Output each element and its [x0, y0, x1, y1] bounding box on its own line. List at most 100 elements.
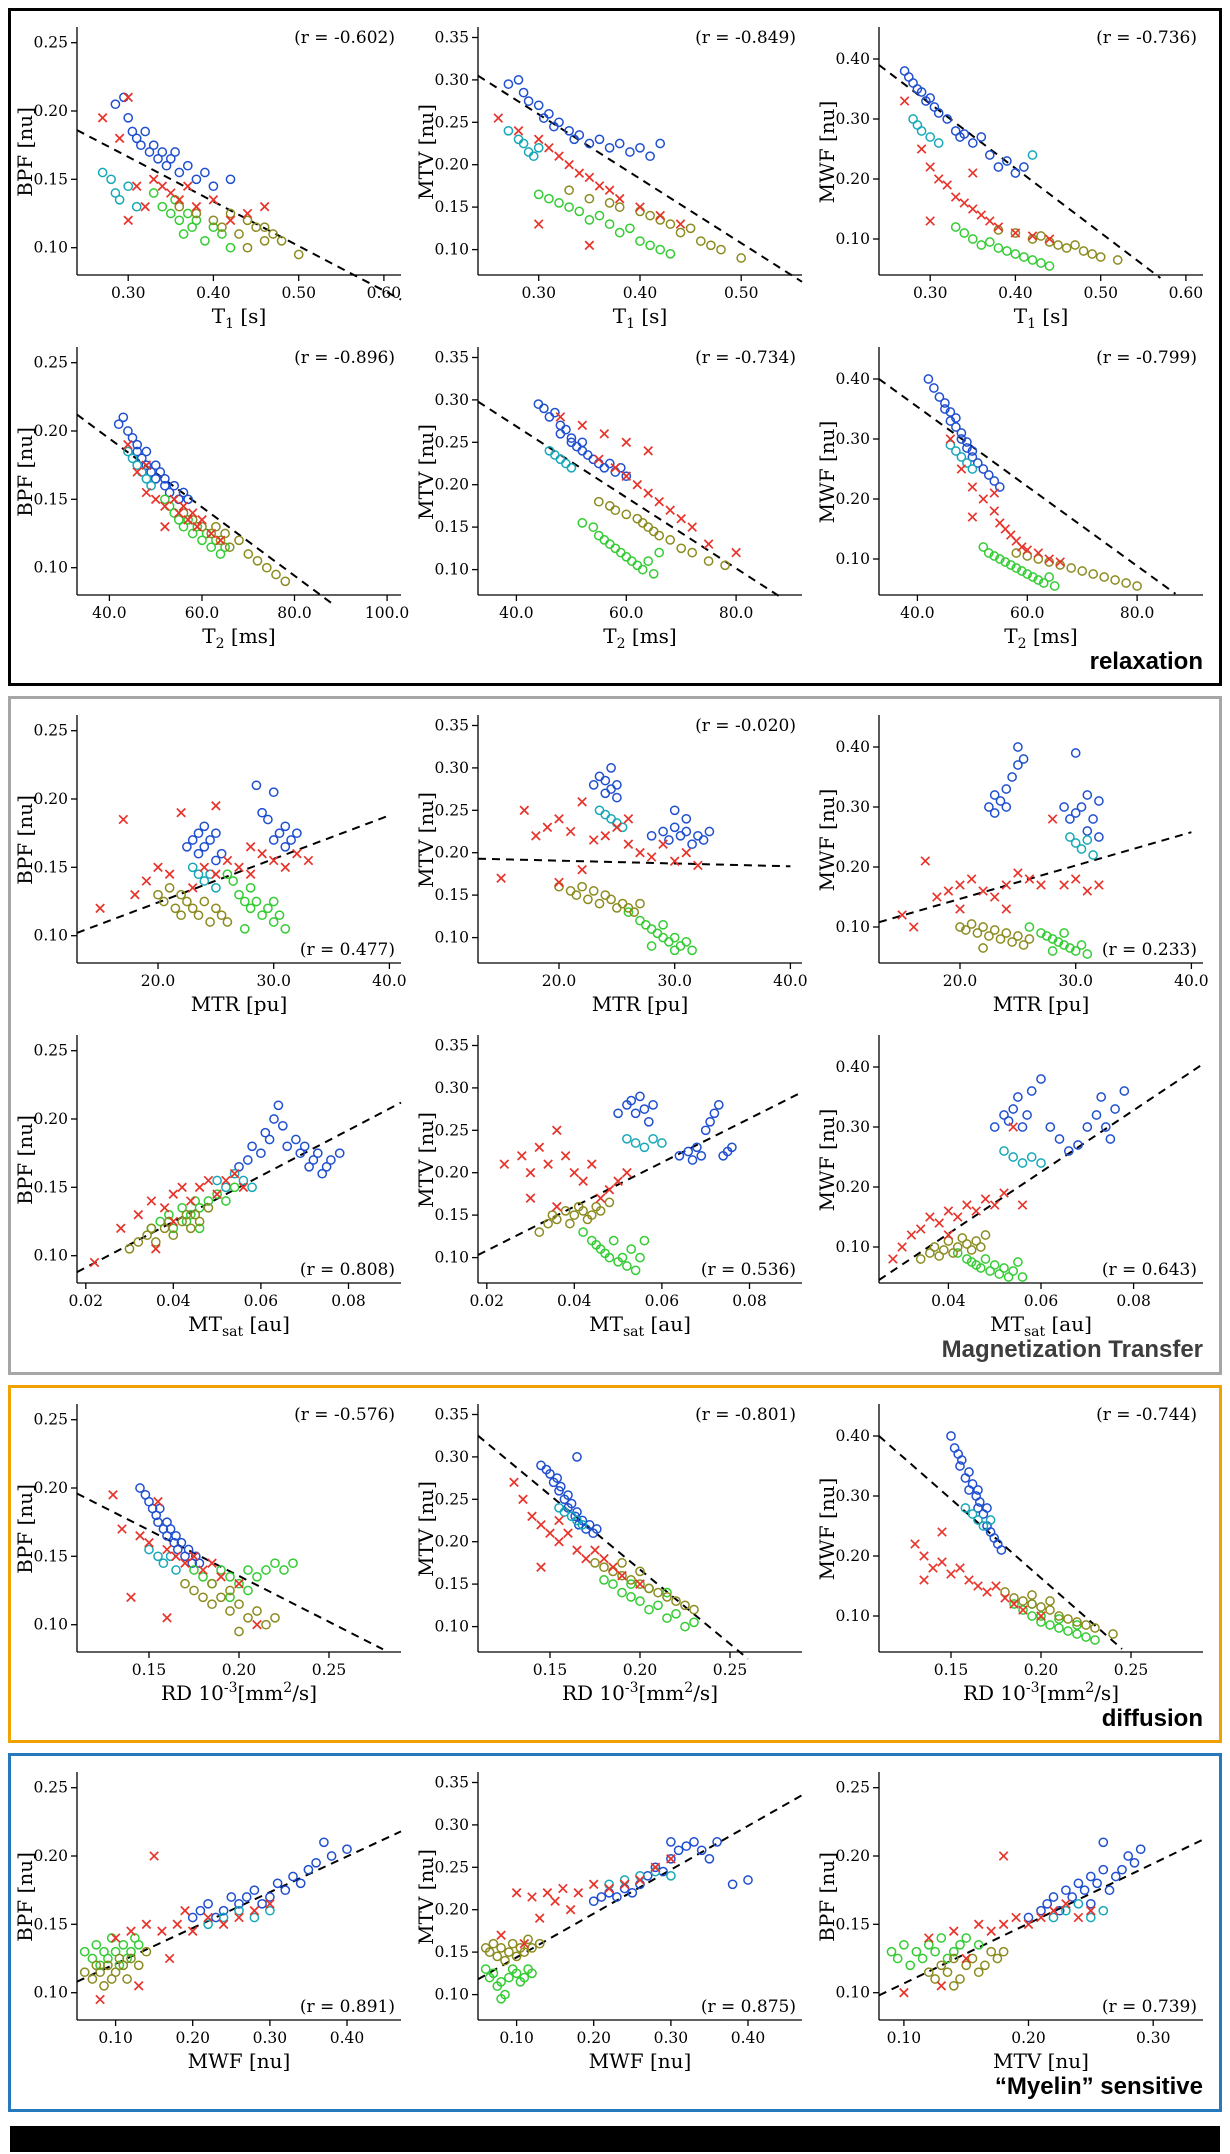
axes: 0.10 0.20 0.30 0.10 0.15 0.20 0.25: [835, 1772, 1203, 2047]
series-green-circles: [578, 1227, 650, 1276]
series-green-circles: [189, 1558, 299, 1602]
series-cyan-circles: [945, 440, 977, 474]
x-tick-label: 40.0: [900, 604, 935, 622]
series-green-circles: [886, 1933, 984, 1971]
panel-diffusion: 0.15 0.20 0.25 0.10 0.15 0.20 0.25 (r = -0.576)…: [8, 1384, 1222, 1744]
x-axis-label: RD 10-3[mm2/s]: [562, 1680, 718, 1705]
axes: 0.10 0.20 0.30 0.40 0.10 0.15 0.20 0.25: [34, 1772, 402, 2047]
y-tick-label: 0.40: [835, 1427, 870, 1445]
y-axis-label: BPF [nu]: [15, 107, 37, 197]
x-tick-label: 40.0: [773, 972, 808, 990]
axes: 0.30 0.40 0.50 0.60 0.10 0.15 0.20 0.25: [34, 27, 401, 302]
correlation-label: (r = 0.536): [701, 1260, 796, 1280]
plot-grid-relaxation: 0.30 0.40 0.50 0.60 0.10 0.15 0.20 0.25 (r = -0.…: [13, 15, 1215, 653]
x-axis-label: MTV [nu]: [993, 2049, 1089, 2073]
correlation-label: (r = -0.896): [294, 348, 395, 368]
y-tick-label: 0.20: [835, 1847, 870, 1865]
x-tick-label: 0.40: [998, 284, 1033, 302]
x-tick-label: 0.30: [654, 2029, 689, 2047]
x-tick-label: 60.0: [1010, 604, 1045, 622]
series-blue-circles: [923, 374, 1005, 492]
x-tick-label: 0.40: [196, 284, 231, 302]
series-red-crosses: [509, 1477, 645, 1589]
series-cyan-circles: [98, 167, 142, 212]
x-tick-label: 0.25: [713, 1661, 748, 1679]
series-red-crosses: [95, 1851, 276, 2005]
x-tick-label: 0.20: [1023, 1661, 1058, 1679]
y-tick-label: 0.20: [34, 1847, 69, 1865]
scatter-plot-bpf-vs-mwf: 0.10 0.20 0.30 0.40 0.10 0.15 0.20 0.25 (r = 0.8…: [15, 1772, 402, 2073]
y-tick-label: 0.20: [34, 102, 69, 120]
scatter-plot-bpf-vs-mtsat: 0.02 0.04 0.06 0.08 0.10 0.15 0.20 0.25 (r = 0.8…: [15, 1035, 402, 1340]
scatter-plot-mtv-vs-t1: 0.30 0.40 0.50 0.10 0.15 0.20 0.25 0.30 0.35 (r =…: [416, 27, 803, 332]
x-tick-label: 0.30: [521, 284, 556, 302]
x-axis-label: T2 [ms]: [603, 624, 676, 652]
y-axis-label: BPF [nu]: [15, 1116, 37, 1206]
x-tick-label: 20.0: [542, 972, 577, 990]
x-tick-label: 40.0: [92, 604, 127, 622]
y-axis-label: BPF [nu]: [817, 1852, 839, 1942]
y-tick-label: 0.20: [835, 1178, 870, 1196]
x-tick-label: 0.20: [576, 2029, 611, 2047]
x-tick-label: 0.50: [724, 284, 759, 302]
y-tick-label: 0.35: [434, 29, 469, 47]
scatter-plot-bpf-vs-mtr: 20.0 30.0 40.0 0.10 0.15 0.20 0.25 (r = 0.477) B…: [15, 715, 407, 1016]
scatter-plot-mtv-vs-mtsat: 0.02 0.04 0.06 0.08 0.10 0.15 0.20 0.25 0.30 0.35…: [416, 1035, 803, 1340]
series-cyan-circles: [622, 1134, 667, 1153]
y-tick-label: 0.10: [434, 1617, 469, 1635]
x-tick-label: 0.25: [312, 1661, 347, 1679]
series-blue-circles: [110, 92, 236, 192]
y-tick-label: 0.30: [835, 1487, 870, 1505]
x-tick-label: 100.0: [365, 604, 409, 622]
y-tick-label: 0.10: [835, 1607, 870, 1625]
y-tick-label: 0.15: [34, 1547, 69, 1565]
trend-line: [76, 814, 391, 935]
x-tick-label: 80.0: [1119, 604, 1154, 622]
axes: 20.0 30.0 40.0 0.10 0.20 0.30 0.40: [835, 715, 1208, 990]
series-olive-circles: [180, 1578, 281, 1637]
axes: 0.30 0.40 0.50 0.10 0.15 0.20 0.25 0.30 0.35: [434, 27, 802, 302]
y-tick-label: 0.30: [434, 71, 469, 89]
y-tick-label: 0.30: [835, 798, 870, 816]
y-tick-label: 0.15: [434, 1575, 469, 1593]
series-cyan-circles: [123, 446, 157, 491]
scatter-plot-bpf-vs-t1: 0.30 0.40 0.50 0.60 0.10 0.15 0.20 0.25 (r = -0.…: [15, 27, 402, 332]
y-tick-label: 0.40: [835, 738, 870, 756]
trend-line: [878, 1838, 1204, 1997]
y-tick-label: 0.35: [434, 1405, 469, 1423]
y-tick-label: 0.40: [835, 50, 870, 68]
x-tick-label: 0.40: [623, 284, 658, 302]
x-axis-label: T2 [ms]: [1004, 624, 1077, 652]
panel-label-relaxation: relaxation: [1089, 648, 1203, 675]
x-tick-label: 0.60: [1168, 284, 1203, 302]
correlation-label: (r = 0.875): [701, 1997, 796, 2017]
x-axis-label: MTsat [au]: [589, 1312, 691, 1340]
series-green-circles: [149, 188, 236, 253]
x-axis-label: MTR [pu]: [992, 992, 1089, 1016]
series-olive-circles: [590, 1557, 699, 1615]
series-blue-circles: [536, 1451, 602, 1538]
scatter-plot-mwf-vs-mtr: 20.0 30.0 40.0 0.10 0.20 0.30 0.40 (r = 0.233) M…: [817, 715, 1208, 1016]
x-tick-label: 30.0: [657, 972, 692, 990]
series-blue-circles: [188, 1837, 353, 1923]
series-red-crosses: [496, 1854, 676, 1949]
x-tick-label: 20.0: [942, 972, 977, 990]
series-blue-circles: [182, 780, 303, 866]
x-tick-label: 40.0: [372, 972, 407, 990]
series-olive-circles: [153, 883, 233, 928]
series-red-crosses: [496, 797, 703, 888]
series-cyan-circles: [144, 1544, 182, 1575]
y-tick-label: 0.25: [434, 1490, 469, 1508]
y-tick-label: 0.40: [835, 1058, 870, 1076]
series-green-circles: [623, 907, 697, 956]
series-olive-circles: [554, 882, 645, 918]
x-tick-label: 0.02: [470, 1292, 505, 1310]
x-tick-label: 60.0: [185, 604, 220, 622]
x-tick-label: 0.20: [176, 2029, 211, 2047]
series-green-circles: [222, 869, 291, 935]
x-tick-label: 0.10: [499, 2029, 534, 2047]
correlation-label: (r = 0.739): [1102, 1997, 1197, 2017]
y-tick-label: 0.10: [434, 929, 469, 947]
series-blue-circles: [899, 66, 1029, 178]
y-tick-label: 0.25: [34, 354, 69, 372]
